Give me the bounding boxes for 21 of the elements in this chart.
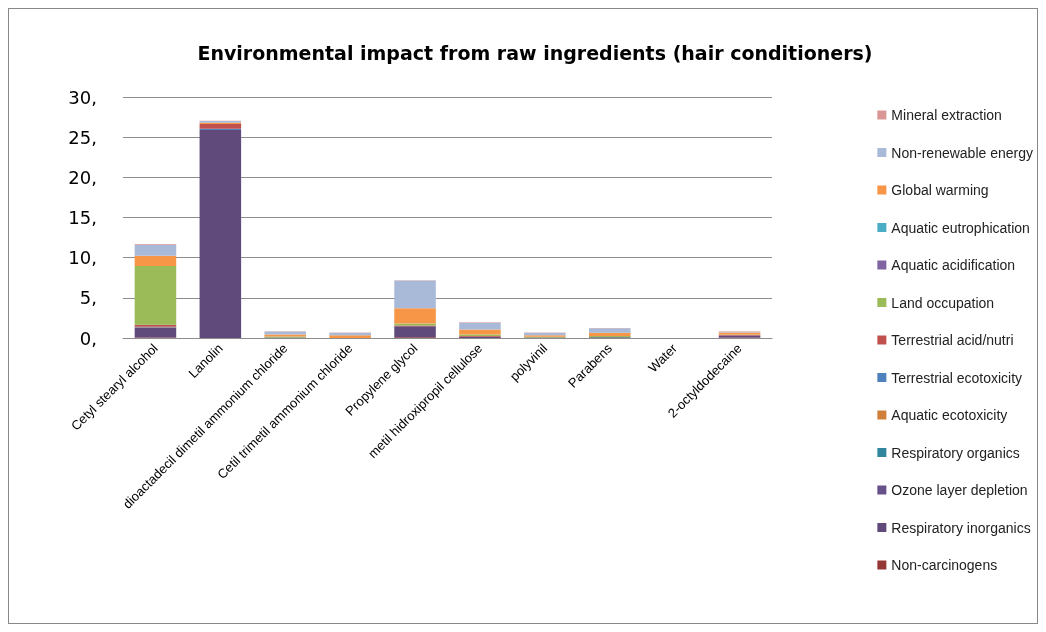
legend-label: Respiratory organics (891, 444, 1020, 461)
y-tick-label: 20, (68, 166, 97, 188)
legend-label: Global warming (891, 182, 989, 198)
legend-label: Terrestrial ecotoxicity (891, 369, 1023, 386)
y-tick-label: 25, (68, 126, 97, 148)
legend-label: Non-carcinogens (891, 557, 998, 573)
legend-label: Respiratory inorganics (891, 519, 1031, 536)
y-tick-label: 15, (68, 207, 97, 228)
legend-label: Non-renewable energy (891, 144, 1033, 161)
y-tick-label: 10, (68, 247, 97, 269)
chart-title: Environmental impact from raw ingredients (hair conditioners) (197, 41, 873, 64)
legend-label: Land occupation (891, 294, 995, 311)
legend-label: Terrestrial acid/nutri (891, 332, 1014, 348)
legend-label: Mineral extraction (891, 107, 1002, 123)
y-tick-label: 5, (79, 287, 97, 309)
legend-label: Ozone layer depletion (891, 482, 1028, 498)
legend-label: Aquatic eutrophication (891, 219, 1030, 236)
y-tick-label: 30, (68, 86, 97, 108)
legend-label: Aquatic ecotoxicity (891, 407, 1008, 423)
legend-label: Aquatic acidification (891, 257, 1016, 273)
y-tick-label: 0, (79, 327, 97, 349)
